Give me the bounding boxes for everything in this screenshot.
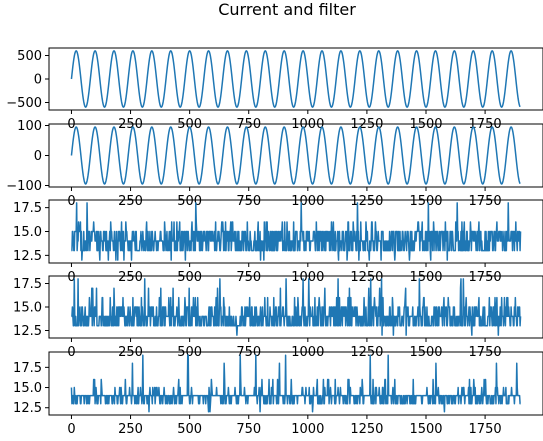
panel-2-ytick-label: 100 [17,119,42,134]
panel-5-ytick-label: 12.5 [13,401,42,416]
panel-5-xtick-label: 1250 [350,422,383,437]
panel-1-ytick-label: −500 [6,96,42,111]
panel-5-ytick-label: 17.5 [13,361,42,376]
panel-5-xtick-label: 0 [67,422,75,437]
panel-2-xtick-label: 1500 [409,194,442,209]
panel-3: 0 250 500 750 1000 1250 1500 1750 12.5 15.0 17.5 [13,199,543,285]
panel-1-ytick-label: 0 [34,73,42,88]
panel-2-xtick-label: 0 [67,194,75,209]
chart-title: Current and filter [218,0,356,19]
panel-3-xtick-label: 500 [177,270,202,285]
panel-4-ytick-label: 17.5 [13,277,42,292]
panel-2-series-line [70,126,521,185]
panel-3-ytick-label: 15.0 [13,225,42,240]
panel-2-xtick-label: 250 [118,194,143,209]
panel-3-xtick-label: 750 [236,270,261,285]
panel-4-ytick-label: 15.0 [13,301,42,316]
panel-3-series-line [71,202,522,261]
panel-3-xtick-label: 0 [67,270,75,285]
panel-5-axes-frame [48,351,543,416]
panel-5-xtick-label: 1500 [409,422,442,437]
panel-3-xtick-label: 1750 [469,270,502,285]
panel-2-xtick-label: 1250 [350,194,383,209]
panel-4-series-line [71,278,522,336]
panel-5-xtick-label: 250 [118,422,143,437]
panel-4-ytick-label: 12.5 [13,324,42,339]
panel-2-xtick-label: 500 [177,194,202,209]
panel-5-xtick-label: 1750 [469,422,502,437]
panel-5-series-line [70,354,521,413]
panel-3-ytick-label: 12.5 [13,249,42,264]
panel-3-xtick-label: 250 [118,270,143,285]
panel-5-xtick-label: 500 [177,422,202,437]
panel-2-xtick-label: 1750 [469,194,502,209]
panel-2-ytick-label: −100 [6,179,42,194]
panel-2-xtick-label: 1000 [291,194,324,209]
panel-3-xtick-label: 1000 [291,270,324,285]
panel-3-ytick-label: 17.5 [13,201,42,216]
panel-5-ytick-label: 15.0 [13,381,42,396]
panel-3-xtick-label: 1250 [350,270,383,285]
panel-5-xtick-label: 750 [236,422,261,437]
panel-3-xtick-label: 1500 [409,270,442,285]
panel-2-ytick-label: 0 [34,149,42,164]
panel-1-ytick-label: 500 [17,49,42,64]
panel-1-series-line [70,50,521,108]
panel-2-xtick-label: 750 [236,194,261,209]
panel-5: 0 250 500 750 1000 1250 1500 1750 12.5 15.0 17.5 [13,351,543,437]
panel-5-xtick-label: 1000 [291,422,324,437]
panel-2: 0 250 500 750 1000 1250 1500 1750 −100 0 100 [6,119,543,209]
